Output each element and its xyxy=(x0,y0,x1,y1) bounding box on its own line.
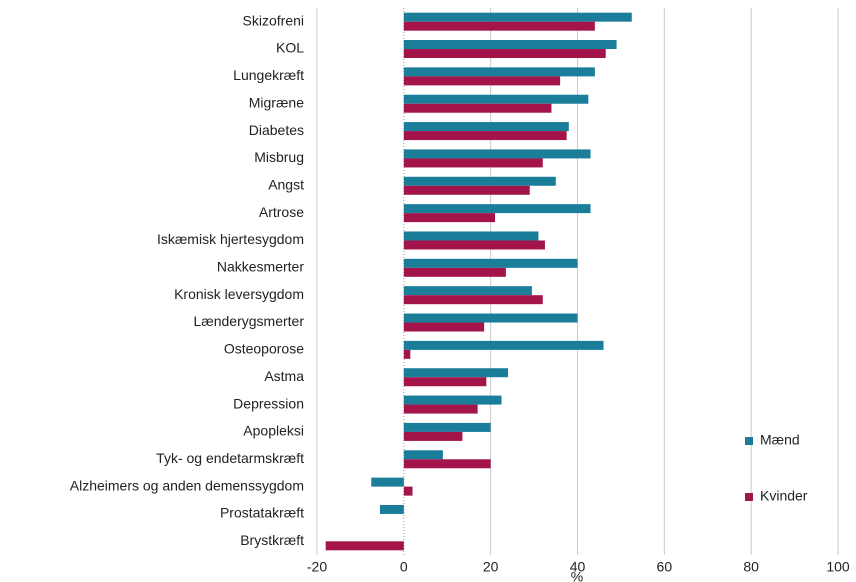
bar xyxy=(403,431,463,441)
bar xyxy=(379,504,404,514)
legend-label: Kvinder xyxy=(760,488,808,504)
x-tick-label: 60 xyxy=(657,559,673,575)
bar xyxy=(403,286,532,296)
bar xyxy=(403,349,411,359)
bar xyxy=(403,267,506,277)
bar xyxy=(403,94,589,104)
y-tick-label: Kronisk leversygdom xyxy=(174,286,304,302)
y-tick-label: Migræne xyxy=(249,94,304,110)
y-tick-label: Diabetes xyxy=(249,122,304,138)
bar xyxy=(403,240,545,250)
bar xyxy=(371,477,404,487)
bar xyxy=(403,204,591,214)
bar xyxy=(403,103,552,113)
bar xyxy=(403,368,509,378)
y-tick-label: Prostatakræft xyxy=(220,505,304,521)
bar xyxy=(403,12,632,22)
x-tick-label: 100 xyxy=(826,559,850,575)
x-tick-label: 20 xyxy=(483,559,499,575)
legend-marker xyxy=(745,493,753,501)
bar xyxy=(403,377,487,387)
legend-marker xyxy=(745,437,753,445)
y-tick-label: Lungekræft xyxy=(233,67,304,83)
bar xyxy=(403,158,543,168)
legend-label: Mænd xyxy=(760,432,800,448)
y-tick-label: Misbrug xyxy=(254,149,304,165)
bar xyxy=(403,313,578,323)
x-tick-label: 0 xyxy=(400,559,408,575)
bar xyxy=(403,395,502,405)
bar xyxy=(403,459,491,469)
bar xyxy=(403,486,413,496)
bar xyxy=(403,76,561,86)
bar xyxy=(325,541,404,551)
bar xyxy=(403,21,595,31)
y-tick-label: Depression xyxy=(233,395,304,411)
bar xyxy=(403,40,617,50)
bar xyxy=(403,340,604,350)
y-tick-label: Angst xyxy=(268,176,304,192)
bar xyxy=(403,450,443,460)
bar xyxy=(403,131,567,141)
bar xyxy=(403,258,578,268)
x-tick-label: 80 xyxy=(743,559,759,575)
y-tick-label: Alzheimers og anden demenssygdom xyxy=(70,477,304,493)
bar xyxy=(403,67,595,77)
y-tick-label: Apopleksi xyxy=(243,423,304,439)
bar xyxy=(403,149,591,159)
bar xyxy=(403,295,543,305)
bar xyxy=(403,231,539,241)
x-tick-label: -20 xyxy=(307,559,327,575)
y-tick-label: Brystkræft xyxy=(240,532,304,548)
y-tick-label: Nakkesmerter xyxy=(217,259,304,275)
bar xyxy=(403,404,478,414)
y-tick-label: Osteoporose xyxy=(224,341,304,357)
bar xyxy=(403,122,569,132)
y-tick-label: KOL xyxy=(276,40,304,56)
y-tick-label: Artrose xyxy=(259,204,304,220)
y-tick-label: Astma xyxy=(264,368,304,384)
x-tick-label: 40 xyxy=(570,559,586,575)
bar xyxy=(403,49,606,59)
bar xyxy=(403,176,556,186)
bar xyxy=(403,422,491,432)
bar xyxy=(403,213,496,223)
y-tick-label: Skizofreni xyxy=(243,12,304,28)
bar xyxy=(403,185,530,195)
y-tick-label: Lænderygsmerter xyxy=(194,313,305,329)
bar xyxy=(403,322,485,332)
x-axis-label: % xyxy=(571,569,583,582)
y-tick-label: Tyk- og endetarmskræft xyxy=(156,450,304,466)
y-tick-label: Iskæmisk hjertesygdom xyxy=(157,231,304,247)
